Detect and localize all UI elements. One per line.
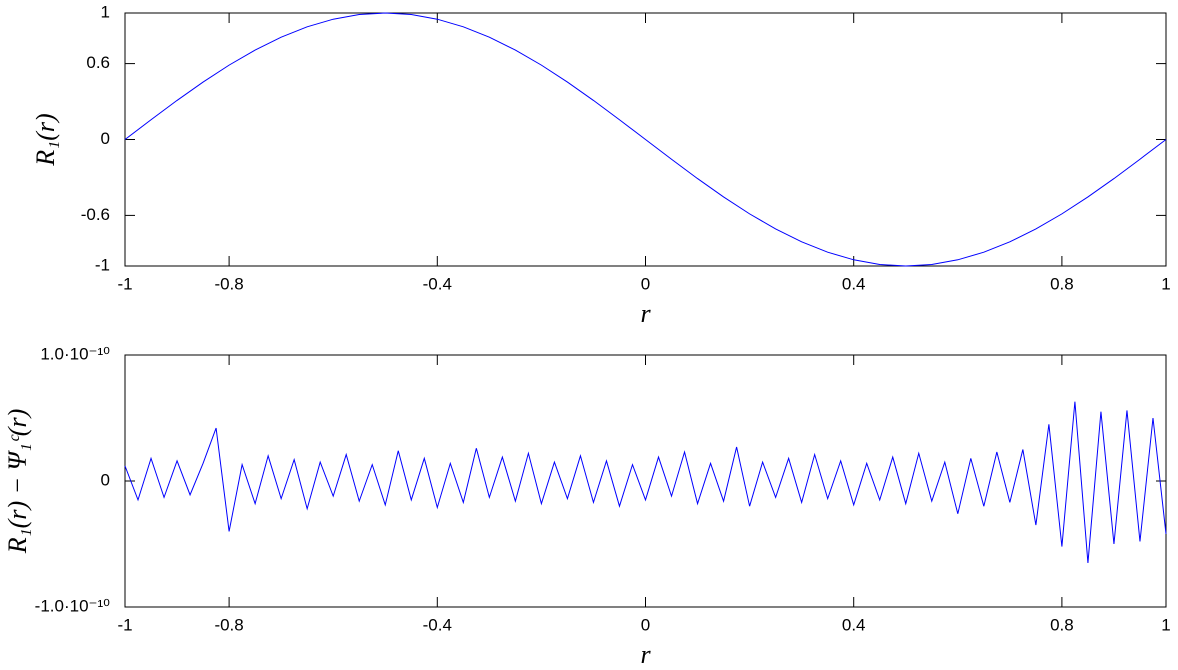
y-axis-label: R₁(r) − Ψ₁ᶜ(r) (3, 409, 32, 555)
x-tick-label: 0.8 (1050, 274, 1074, 293)
x-tick-label: 0 (641, 274, 650, 293)
x-tick-label: -0.8 (214, 274, 243, 293)
x-tick-label: -1 (117, 615, 132, 634)
x-tick-label: -1 (117, 274, 132, 293)
y-tick-label: 0 (101, 129, 110, 148)
y-tick-label: 0.6 (86, 53, 110, 72)
y-tick-label: -1.0·10⁻¹⁰ (35, 596, 110, 615)
x-axis-label: r (640, 299, 651, 328)
data-line (124, 401, 1167, 563)
x-tick-label: 0.8 (1050, 615, 1074, 634)
x-tick-label: 1 (1161, 615, 1170, 634)
x-tick-label: -0.8 (214, 615, 243, 634)
y-tick-label: -1 (95, 255, 110, 274)
y-tick-label: 1 (101, 2, 110, 21)
y-tick-label: 1.0·10⁻¹⁰ (40, 344, 110, 363)
x-tick-label: 0.4 (842, 615, 866, 634)
x-tick-label: -0.4 (423, 615, 452, 634)
x-tick-label: 0.4 (842, 274, 866, 293)
y-tick-label: 0 (101, 470, 110, 489)
x-tick-label: -0.4 (423, 274, 452, 293)
plot-frame (124, 354, 1167, 608)
x-axis-label: r (640, 640, 651, 669)
data-line (124, 12, 1167, 267)
y-tick-label: -0.6 (81, 205, 110, 224)
y-axis-label: R₁(r) (31, 113, 60, 166)
x-tick-label: 0 (641, 615, 650, 634)
x-tick-label: 1 (1161, 274, 1170, 293)
